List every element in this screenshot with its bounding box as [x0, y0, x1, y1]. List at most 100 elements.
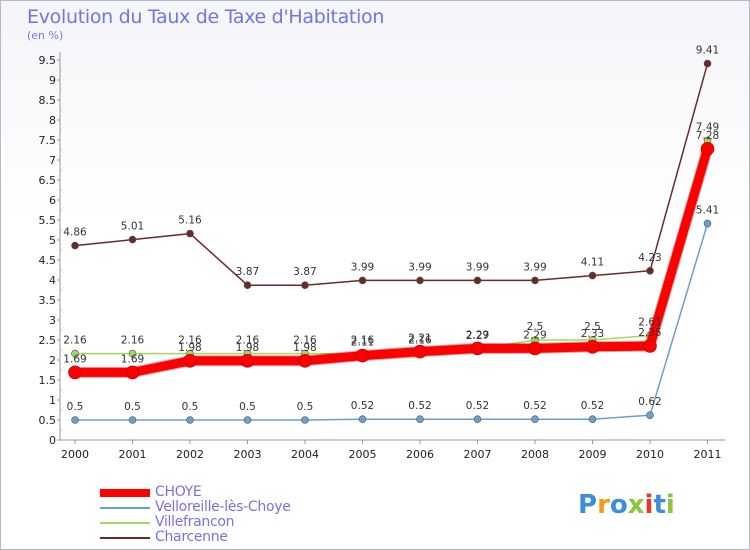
- data-label: 2.16: [236, 335, 260, 347]
- data-label: 2.29: [466, 329, 489, 341]
- data-point: [703, 59, 712, 68]
- data-point: [646, 266, 654, 275]
- data-label: 0.5: [124, 401, 141, 413]
- logo-letter: r: [597, 490, 610, 520]
- data-label: 7.49: [696, 121, 719, 133]
- y-tick-label: 2.5: [39, 334, 57, 347]
- data-label: 2.16: [351, 335, 375, 347]
- data-label: 1.69: [121, 353, 144, 365]
- data-point: [243, 416, 252, 424]
- y-tick-label: 5.5: [39, 214, 57, 227]
- data-label: 2.16: [293, 335, 317, 347]
- data-point: [700, 142, 715, 156]
- data-point: [243, 281, 252, 290]
- data-point: [301, 416, 309, 424]
- series-line-villefrancon: [75, 140, 709, 355]
- series-lines: [68, 59, 715, 424]
- data-point: [355, 348, 370, 363]
- y-tick-label: 4.5: [39, 254, 57, 267]
- data-label: 0.52: [523, 400, 546, 412]
- data-label: 2.27: [466, 330, 489, 342]
- data-label: 0.52: [466, 400, 489, 412]
- data-label: 2.33: [581, 328, 604, 340]
- data-label: 7.28: [696, 130, 719, 142]
- data-label: 0.52: [351, 400, 374, 412]
- data-point: [128, 235, 137, 244]
- data-label: 2.11: [351, 337, 374, 349]
- logo-letter: P: [578, 490, 598, 520]
- y-tick-label: 8.5: [39, 94, 57, 107]
- x-tick-label: 2002: [176, 448, 204, 461]
- y-tick-label: 9: [49, 74, 56, 87]
- legend-label: CHOYE: [155, 484, 202, 500]
- data-point: [298, 353, 312, 368]
- data-point: [68, 365, 82, 380]
- logo-letter: i: [665, 490, 675, 520]
- x-tick-label: 2008: [521, 448, 549, 461]
- data-point: [358, 276, 367, 285]
- legend-swatch: [100, 537, 150, 539]
- x-tick-label: 2009: [579, 448, 607, 461]
- data-label: 0.62: [638, 396, 661, 408]
- series-line-charcenne: [74, 63, 709, 286]
- proxiti-logo: Proxiti: [578, 490, 675, 520]
- x-tick-label: 2011: [694, 448, 722, 461]
- data-label: 2.16: [408, 335, 432, 347]
- y-tick-label: 6.5: [39, 174, 57, 187]
- logo-letter: t: [653, 490, 666, 520]
- data-label: 2.61: [638, 317, 661, 329]
- data-point: [128, 416, 137, 424]
- x-tick-label: 2000: [61, 448, 89, 461]
- data-label: 0.5: [297, 401, 314, 413]
- chart-unit: (en %): [27, 29, 64, 42]
- x-tick-label: 2001: [119, 448, 147, 461]
- data-point: [646, 411, 654, 420]
- data-label: 3.99: [408, 261, 431, 273]
- data-point: [416, 276, 424, 285]
- data-label: 3.99: [351, 261, 374, 273]
- data-label: 5.16: [178, 215, 202, 227]
- data-label: 4.86: [63, 227, 87, 239]
- data-point: [531, 276, 539, 285]
- data-point: [183, 353, 197, 368]
- y-tick-label: 3.5: [39, 294, 57, 307]
- data-point: [413, 344, 427, 359]
- data-point: [588, 415, 597, 424]
- data-label: 2.16: [178, 335, 202, 347]
- data-label: 4.23: [638, 252, 661, 264]
- x-tick-label: 2005: [349, 448, 377, 461]
- data-label: 5.41: [696, 205, 719, 217]
- data-point: [585, 339, 600, 354]
- y-tick-label: 5: [49, 234, 56, 247]
- data-label: 0.5: [67, 401, 84, 413]
- y-tick-label: 8: [49, 114, 56, 127]
- y-tick-label: 0: [49, 434, 56, 447]
- data-point: [125, 365, 140, 380]
- data-label: 2.5: [527, 321, 544, 333]
- data-label: 0.5: [182, 401, 199, 413]
- data-point: [358, 415, 367, 424]
- x-tick-label: 2007: [464, 448, 492, 461]
- data-label: 0.5: [239, 401, 256, 413]
- x-tick-label: 2003: [234, 448, 262, 461]
- data-point: [528, 341, 542, 356]
- data-point: [71, 241, 79, 250]
- data-label: 3.99: [523, 261, 546, 273]
- data-label: 2.5: [584, 321, 601, 333]
- data-label: 0.52: [581, 400, 604, 412]
- legend-label: Villefrancon: [155, 514, 235, 530]
- x-tick-label: 2010: [636, 448, 664, 461]
- data-label: 3.87: [236, 266, 259, 278]
- data-point: [240, 353, 255, 368]
- logo-letter: x: [627, 490, 645, 520]
- data-label: 1.98: [293, 342, 316, 354]
- data-label: 1.98: [236, 342, 259, 354]
- data-label: 0.52: [408, 400, 431, 412]
- data-point: [71, 416, 79, 424]
- series-line-velloreille-l-s-choye: [75, 223, 709, 421]
- data-label: 4.11: [581, 257, 604, 269]
- logo-letter: o: [609, 490, 628, 520]
- data-label: 2.16: [121, 335, 145, 347]
- axes: 0 0.5 1 1.5 2 2.5 3 3.5 4 4.5 5 5.5 6 6.5 7 7.5 8 8.5 9 9.5…: [39, 52, 725, 461]
